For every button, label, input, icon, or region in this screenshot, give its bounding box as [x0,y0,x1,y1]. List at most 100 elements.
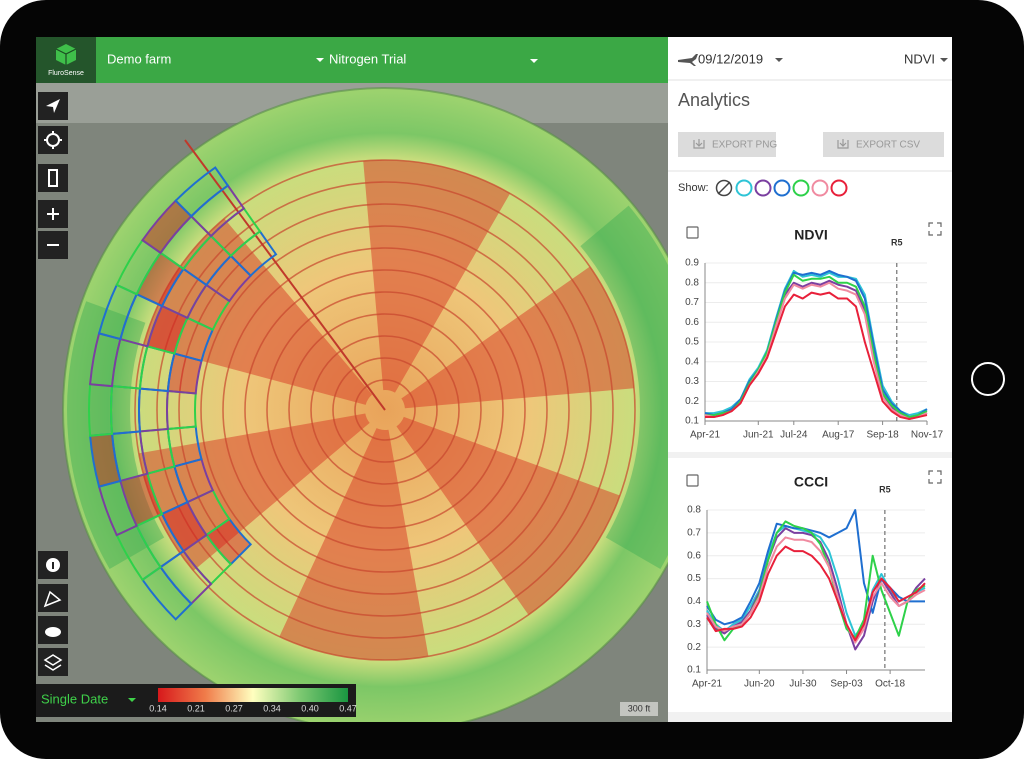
zoom-in-icon [47,208,59,220]
chart-separator [668,452,952,458]
home-button[interactable] [971,362,1005,396]
trial-select[interactable]: Nitrogen Trial [329,51,406,66]
caret [775,58,783,62]
colorbar-label: 0.40 [301,703,319,713]
line-chart: NDVI 0.1 0.2 0.3 0.4 0.5 0.6 0.7 0.8 0.9 Apr-21 Jun… [685,227,943,441]
series-toggle[interactable] [754,179,772,197]
target-icon [44,131,62,149]
caret [128,698,136,702]
y-tick-label: 0.5 [687,573,701,584]
y-tick-label: 0.3 [687,619,701,630]
ring [178,203,592,617]
series-line [705,291,928,421]
green-patch [580,205,668,569]
chart-separator [668,712,952,722]
series-toggle[interactable] [792,179,810,197]
ring [288,313,482,507]
map-toolbar [38,92,68,676]
series-toggle[interactable] [830,179,848,197]
series-toggle[interactable] [811,179,829,197]
x-tick-label: Jun-20 [744,679,775,690]
y-tick-label: 0.9 [685,258,699,269]
y-tick-label: 0.6 [687,550,701,561]
annotation-label: R5 [879,484,891,494]
line-chart: CCCI 0.1 0.2 0.3 0.4 0.5 0.6 0.7 0.8 Apr-21 Jun-20… [687,474,926,690]
expand-icon[interactable] [928,222,942,236]
target-button[interactable] [38,126,68,154]
y-tick-label: 0.2 [687,642,701,653]
x-tick-label: Jun-21 [743,430,774,441]
farm-select[interactable]: Demo farm [107,51,171,66]
field-edge [62,87,668,722]
ring [156,181,614,639]
date-select[interactable]: 09/12/2019 [698,51,763,66]
chart-checkbox[interactable] [686,474,699,487]
date-mode[interactable]: Single Date [41,691,108,706]
map [36,83,668,722]
hide-all-toggle[interactable] [715,179,733,197]
charts: NDVI 0.1 0.2 0.3 0.4 0.5 0.6 0.7 0.8 0.9 Apr-21 Jun… [685,227,943,690]
scale-label: 300 ft [628,703,651,713]
expand-icon[interactable] [928,470,942,484]
x-tick-label: Sep-18 [866,430,899,441]
pivot-track [184,139,386,411]
series-line [706,536,926,644]
layer-select[interactable]: NDVI [904,51,935,66]
colorbar-label: 0.47 [339,703,357,713]
ruler-button[interactable] [38,164,68,192]
colorbar [158,688,348,702]
ring [266,291,504,529]
colorbar-label: 0.27 [225,703,243,713]
red-wedge [279,428,429,660]
show-label: Show: [678,182,709,194]
chart-checkbox[interactable] [686,226,699,239]
y-tick-label: 0.1 [685,416,699,427]
ring [222,247,548,573]
x-tick-label: Sep-03 [830,679,863,690]
series-toggle[interactable] [735,179,753,197]
x-tick-label: Jul-30 [789,679,817,690]
draw-icon [43,590,62,608]
logo-text: FluroSense [48,70,84,77]
colorbar-label: 0.21 [187,703,205,713]
ring [200,225,570,595]
header-bar [96,37,668,83]
x-tick-label: Apr-21 [692,679,722,690]
annotation-label: R5 [891,237,903,247]
x-tick-label: Nov-17 [911,430,944,441]
ring [244,269,526,551]
y-tick-label: 0.7 [685,297,699,308]
x-tick-label: Apr-21 [690,430,720,441]
caret [316,58,324,62]
y-tick-label: 0.7 [687,527,701,538]
export-csv-label[interactable]: EXPORT CSV [856,140,920,151]
colorbar-label: 0.34 [263,703,281,713]
export-png-label[interactable]: EXPORT PNG [712,140,777,151]
y-tick-label: 0.8 [685,277,699,288]
ruler-icon [48,169,58,187]
download-icon [837,139,849,149]
colorbar-labels: 0.14 0.21 0.27 0.34 0.40 0.47 [149,703,357,713]
chart-title: CCCI [794,474,828,490]
red-wedge [143,218,373,405]
y-tick-label: 0.5 [685,337,699,348]
y-tick-label: 0.4 [685,356,699,367]
series-toggle[interactable] [773,179,791,197]
y-tick-label: 0.3 [685,376,699,387]
locate-icon [46,99,60,113]
red-wedge [363,159,510,393]
x-tick-label: Oct-18 [875,679,905,690]
y-tick-label: 0.4 [687,596,701,607]
trial-plots [88,166,278,621]
x-tick-label: Jul-24 [780,430,808,441]
y-tick-label: 0.6 [685,317,699,328]
trial-plot [174,166,230,218]
ring [354,379,416,441]
red-wedge [401,266,635,409]
chart-title: NDVI [794,227,827,243]
draw-button[interactable] [38,584,68,612]
layers-button[interactable] [38,648,68,676]
scale-box [620,702,658,716]
